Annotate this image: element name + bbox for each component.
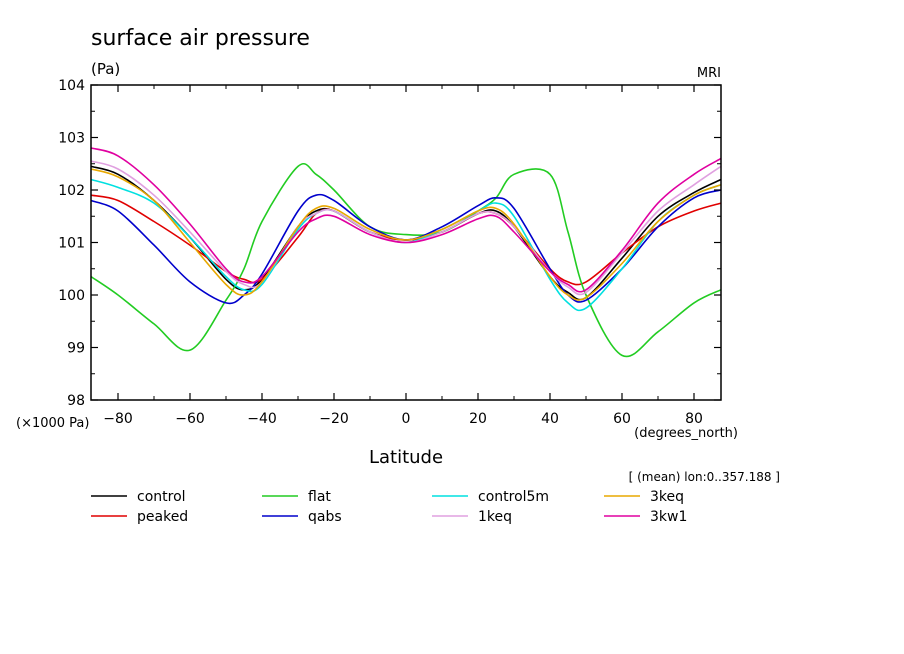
legend: control peaked flat qabs control5m 1keq 3keq 3k… bbox=[91, 489, 687, 525]
legend-label-qabs: qabs bbox=[308, 509, 342, 525]
y-multiplier-label: (×1000 Pa) bbox=[16, 416, 89, 431]
series-line-3keq bbox=[90, 168, 722, 301]
y-tick-label: 100 bbox=[58, 288, 85, 304]
x-tick-label: −40 bbox=[247, 411, 277, 427]
y-tick-label: 99 bbox=[67, 341, 85, 357]
legend-label-control: control bbox=[137, 489, 186, 505]
x-axis-title: Latitude bbox=[369, 447, 443, 468]
legend-label-3kw1: 3kw1 bbox=[650, 509, 687, 525]
source-label: MRI bbox=[697, 66, 721, 81]
y-tick-label: 103 bbox=[58, 131, 85, 147]
units-label: (Pa) bbox=[91, 60, 120, 78]
axes: −80 −60 −40 −20 0 20 40 60 80 98 99 100 101 102 103 104 bbox=[58, 78, 721, 427]
legend-label-peaked: peaked bbox=[137, 509, 188, 525]
x-tick-label: −60 bbox=[175, 411, 205, 427]
x-tick-label: −80 bbox=[103, 411, 133, 427]
x-tick-label: 40 bbox=[541, 411, 559, 427]
x-units-label: (degrees_north) bbox=[634, 426, 738, 441]
plot-lines bbox=[90, 147, 722, 358]
legend-label-flat: flat bbox=[308, 489, 331, 505]
y-tick-label: 101 bbox=[58, 236, 85, 252]
x-tick-label: 0 bbox=[402, 411, 411, 427]
legend-label-1keq: 1keq bbox=[478, 509, 512, 525]
series-line-flat bbox=[90, 162, 722, 358]
y-tick-label: 102 bbox=[58, 183, 85, 199]
x-tick-label: 80 bbox=[685, 411, 703, 427]
x-tick-label: 20 bbox=[469, 411, 487, 427]
x-tick-label: 60 bbox=[613, 411, 631, 427]
series-line-1keq bbox=[90, 160, 722, 296]
chart-title: surface air pressure bbox=[91, 26, 310, 51]
legend-label-3keq: 3keq bbox=[650, 489, 684, 505]
series-line-3kw1 bbox=[90, 147, 722, 293]
x-tick-label: −20 bbox=[319, 411, 349, 427]
legend-label-control5m: control5m bbox=[478, 489, 549, 505]
chart-subtitle: [ (mean) lon:0..357.188 ] bbox=[629, 470, 780, 484]
y-tick-label: 104 bbox=[58, 78, 85, 94]
y-tick-label: 98 bbox=[67, 393, 85, 409]
